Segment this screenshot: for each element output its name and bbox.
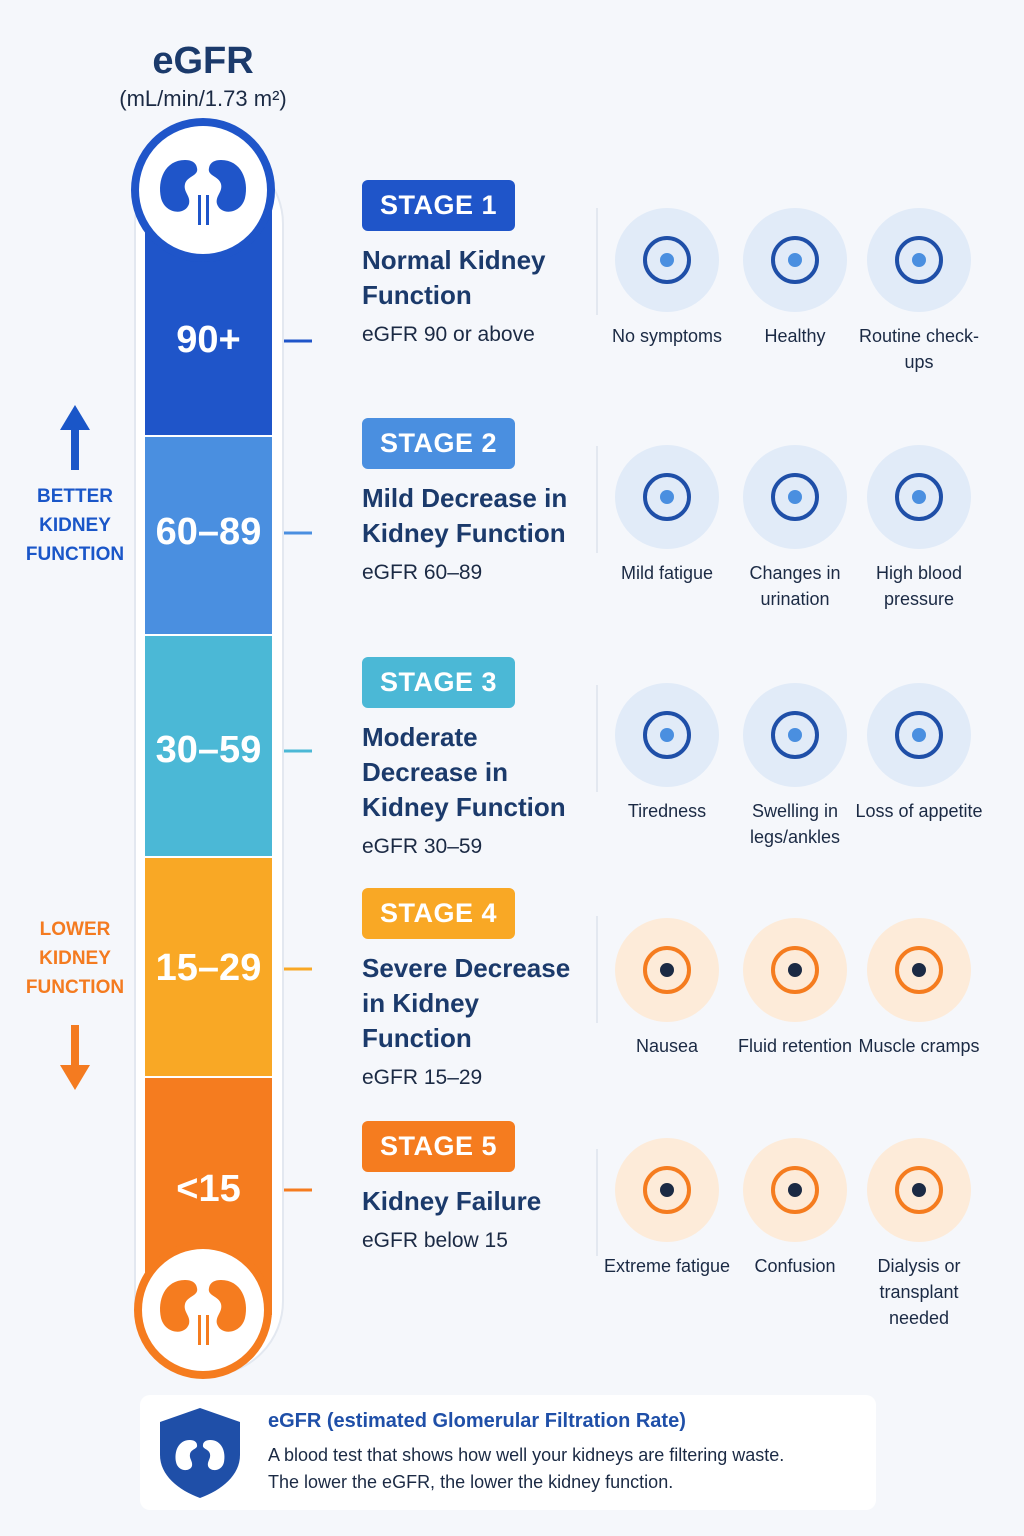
symptom-icon-dot xyxy=(788,963,802,977)
symptom-label: Healthy xyxy=(764,326,826,346)
stage-title: Mild Decrease in Kidney Function xyxy=(362,483,568,548)
symptom-icon-dot xyxy=(788,490,802,504)
symptom-label: High blood pressure xyxy=(875,563,963,609)
symptom-label: Fluid retention xyxy=(737,1036,853,1056)
symptom-icon-dot xyxy=(660,253,674,267)
symptom-icon xyxy=(895,711,943,759)
up-arrow xyxy=(60,405,90,470)
stage-badge: STAGE 4 xyxy=(362,888,516,939)
symptom-label: Tiredness xyxy=(627,801,707,821)
symptom-icon-dot xyxy=(912,963,926,977)
stage-block: STAGE 5 Kidney Failure eGFR below 15 xyxy=(362,1121,594,1253)
symptom-icon xyxy=(643,1166,691,1214)
symptom-icon xyxy=(771,1166,819,1214)
bottom-kidney-icon xyxy=(160,1280,246,1345)
range-label: 60–89 xyxy=(155,511,262,553)
stage-badge: STAGE 1 xyxy=(362,180,516,231)
top-kidney-icon xyxy=(160,160,246,225)
symptom-icon-dot xyxy=(788,253,802,267)
bar-segment xyxy=(145,636,272,856)
footer-title: eGFR (estimated Glomerular Filtration Ra… xyxy=(268,1410,686,1432)
stage-detail: eGFR below 15 xyxy=(362,1229,508,1252)
symptom-label: Confusion xyxy=(754,1256,836,1276)
symptom-icon-dot xyxy=(660,963,674,977)
range-label: 30–59 xyxy=(155,729,262,771)
symptom-icon xyxy=(771,236,819,284)
stage-title: Normal Kidney Function xyxy=(362,245,546,310)
stage-block: STAGE 3 Moderate Decrease in Kidney Funct… xyxy=(362,657,594,859)
stage-title: Moderate Decrease in Kidney Function xyxy=(362,722,566,822)
stage-detail: eGFR 30–59 xyxy=(362,835,483,858)
bottom-kidney-badge xyxy=(134,1241,272,1379)
symptom-icon-dot xyxy=(912,490,926,504)
symptom-label: Mild fatigue xyxy=(620,563,714,583)
stage-badge: STAGE 3 xyxy=(362,657,516,708)
symptom-label: Loss of appetite xyxy=(855,801,983,821)
symptom-icon-dot xyxy=(660,1183,674,1197)
stage-title: Kidney Failure xyxy=(362,1186,542,1216)
symptom-label: No symptoms xyxy=(611,326,723,346)
footer-line: A blood test that shows how well your ki… xyxy=(268,1445,785,1465)
symptom-icon-dot xyxy=(660,728,674,742)
symptom-label: Muscle cramps xyxy=(858,1036,980,1056)
stage-block: STAGE 2 Mild Decrease in Kidney Function e… xyxy=(362,418,594,585)
symptom-label: Dialysis or transplant needed xyxy=(877,1256,961,1328)
footer-kidney xyxy=(175,1440,225,1471)
bar-segment xyxy=(145,858,272,1076)
title: eGFR xyxy=(152,40,254,82)
range-label: 15–29 xyxy=(155,947,262,989)
symptom-icon-dot xyxy=(912,253,926,267)
symptom-icon xyxy=(771,473,819,521)
symptom-icon-dot xyxy=(788,1183,802,1197)
footer-box xyxy=(140,1395,876,1510)
range-label: 90+ xyxy=(176,319,241,361)
symptom-icon-dot xyxy=(912,1183,926,1197)
better-label: BETTER KIDNEY FUNCTION xyxy=(25,486,125,565)
footer-line: The lower the eGFR, the lower the kidney… xyxy=(268,1472,674,1492)
symptom-icon xyxy=(643,711,691,759)
bar-segment xyxy=(145,437,272,634)
range-label: <15 xyxy=(176,1168,241,1210)
symptom-label: Routine check-ups xyxy=(858,326,980,372)
symptom-icon xyxy=(771,946,819,994)
symptom-icon xyxy=(895,1166,943,1214)
symptom-icon xyxy=(643,473,691,521)
unit: (mL/min/1.73 m²) xyxy=(119,86,287,111)
stage-detail: eGFR 15–29 xyxy=(362,1066,483,1089)
symptom-icon xyxy=(771,711,819,759)
symptom-label: Extreme fatigue xyxy=(603,1256,731,1276)
stage-badge: STAGE 2 xyxy=(362,418,516,469)
symptom-label: Swelling in legs/ankles xyxy=(749,801,841,847)
stage-block: STAGE 4 Severe Decrease in Kidney Functio… xyxy=(362,888,594,1090)
stage-title: Severe Decrease in Kidney Function xyxy=(362,953,571,1053)
stage-detail: eGFR 90 or above xyxy=(362,323,535,346)
stage-badge: STAGE 5 xyxy=(362,1121,516,1172)
lower-label: LOWER KIDNEY FUNCTION xyxy=(25,919,125,998)
symptom-label: Changes in urination xyxy=(749,563,841,609)
symptom-icon-dot xyxy=(660,490,674,504)
symptom-icon-dot xyxy=(788,728,802,742)
symptom-icon xyxy=(895,236,943,284)
symptom-icon xyxy=(643,236,691,284)
symptom-icon-dot xyxy=(912,728,926,742)
stage-detail: eGFR 60–89 xyxy=(362,561,483,584)
symptom-label: Nausea xyxy=(635,1036,699,1056)
top-kidney-badge xyxy=(131,118,275,262)
symptom-icon xyxy=(895,946,943,994)
stage-block: STAGE 1 Normal Kidney Function eGFR 90 or … xyxy=(362,180,594,347)
symptom-icon xyxy=(643,946,691,994)
symptom-icon xyxy=(895,473,943,521)
down-arrow xyxy=(60,1025,90,1090)
footer-shield xyxy=(160,1408,240,1498)
